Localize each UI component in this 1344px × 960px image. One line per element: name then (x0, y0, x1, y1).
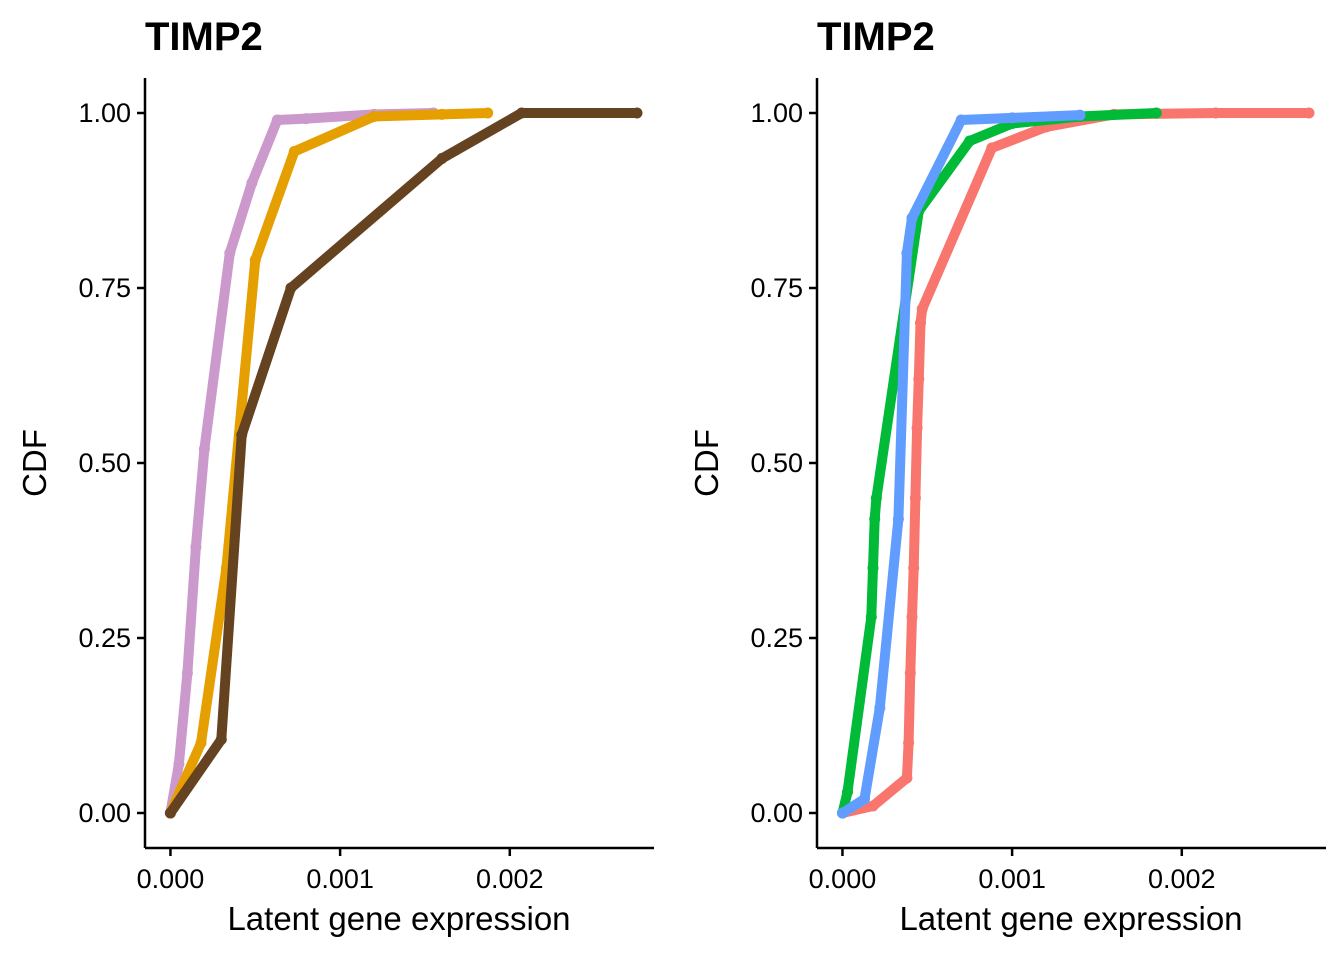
left-series-2-point (482, 107, 494, 119)
right-series-2-point (869, 513, 881, 525)
left-series-3-point (285, 282, 297, 294)
left-series-3-point (215, 734, 227, 745)
right-series-1-point (908, 562, 920, 574)
right-x-axis-title: Latent gene expression (899, 900, 1242, 937)
left-x-tick-label: 0.002 (476, 864, 544, 894)
left-x-tick-label: 0.000 (137, 864, 205, 894)
right-series-1-point (867, 800, 879, 812)
left-y-axis-title: CDF (16, 429, 53, 497)
right-series-3-point (901, 247, 913, 259)
right-series-1-point (1210, 107, 1222, 119)
right-series-3-point (955, 114, 967, 126)
right-series-3-point (906, 212, 918, 224)
left-chart-title: TIMP2 (145, 15, 263, 59)
right-series-3-point (874, 702, 886, 714)
right-x-ticks: 0.000 0.001 0.002 (809, 848, 1216, 894)
right-y-tick-label: 1.00 (750, 98, 803, 128)
right-series-2-line (837, 108, 1162, 818)
left-series-3-point (236, 429, 248, 441)
right-chart-panel: TIMP2 0.000.250.500.751.00 0.000 0.001 0.0… (688, 15, 1326, 937)
left-y-tick-label: 0.00 (78, 798, 131, 828)
right-x-tick-label: 0.000 (809, 864, 877, 894)
left-y-ticks: 0.00 0.25 0.50 0.75 1.00 (78, 98, 145, 828)
right-series-1-point (904, 667, 916, 679)
left-y-tick-label: 0.75 (78, 273, 131, 303)
right-series-3-point (1006, 112, 1018, 124)
right-x-tick-label: 0.001 (978, 864, 1046, 894)
right-series-2-point (870, 492, 882, 504)
right-series-1-point (1303, 107, 1315, 119)
left-series-3-point (631, 107, 643, 119)
right-series-1-point (911, 422, 923, 434)
left-y-tick-label: 1.00 (78, 98, 131, 128)
left-series-1-point (300, 113, 312, 125)
left-series-1-point (173, 758, 185, 770)
right-y-tick-label: 0.75 (750, 273, 803, 303)
right-series-1-point (916, 303, 928, 315)
right-series-2-point (964, 135, 976, 147)
right-series-3-point (892, 513, 904, 525)
left-series-2-point (368, 111, 380, 122)
left-x-ticks: 0.000 0.001 0.002 (137, 848, 544, 894)
left-series-2-point (288, 146, 300, 157)
left-x-axis-title: Latent gene expression (227, 900, 570, 937)
right-series-2-point (842, 786, 853, 798)
right-series-2-point (865, 611, 877, 623)
left-series-1-point (246, 177, 258, 189)
left-series-2-point (436, 108, 448, 120)
right-series-2-point (867, 562, 879, 574)
right-y-tick-label: 0.25 (750, 623, 803, 653)
right-chart-title: TIMP2 (817, 15, 935, 59)
right-y-tick-label: 0.00 (750, 798, 803, 828)
left-series-3-point (516, 107, 528, 119)
right-series-1-point (915, 317, 926, 329)
right-series-1-point (986, 142, 998, 154)
right-series-1-point (903, 737, 915, 749)
left-chart-panel: TIMP2 0.000.250.500.751.00 0.000 0.001 0.0… (16, 15, 654, 937)
left-series-1-point (190, 541, 202, 553)
right-y-axis-title: CDF (688, 429, 725, 497)
left-series-1-point (181, 667, 193, 679)
right-series-1-point (901, 772, 913, 784)
left-series-3-point (164, 807, 176, 819)
left-series-2-line (165, 108, 493, 818)
right-x-tick-label: 0.002 (1148, 864, 1216, 894)
right-series-3-point (859, 793, 870, 805)
left-series-3-point (436, 153, 448, 164)
right-series-2-point (1150, 107, 1162, 119)
left-series-1-point (271, 114, 283, 126)
right-y-ticks: 0.00 0.25 0.50 0.75 1.00 (750, 98, 817, 828)
right-series-1-point (909, 492, 921, 504)
right-series-3-point (1074, 109, 1086, 121)
left-series-2-point (195, 737, 207, 749)
right-chart-series (837, 107, 1315, 819)
left-y-tick-label: 0.25 (78, 623, 131, 653)
left-chart-series (164, 107, 643, 819)
left-series-1-point (224, 247, 236, 259)
left-series-1-point (198, 443, 210, 455)
right-y-tick-label: 0.50 (750, 448, 803, 478)
left-series-2-point (249, 254, 261, 266)
right-series-1-point (913, 373, 925, 385)
left-y-tick-label: 0.50 (78, 448, 131, 478)
left-x-tick-label: 0.001 (306, 864, 374, 894)
right-series-3-point (837, 807, 848, 819)
right-series-1-point (906, 611, 918, 623)
